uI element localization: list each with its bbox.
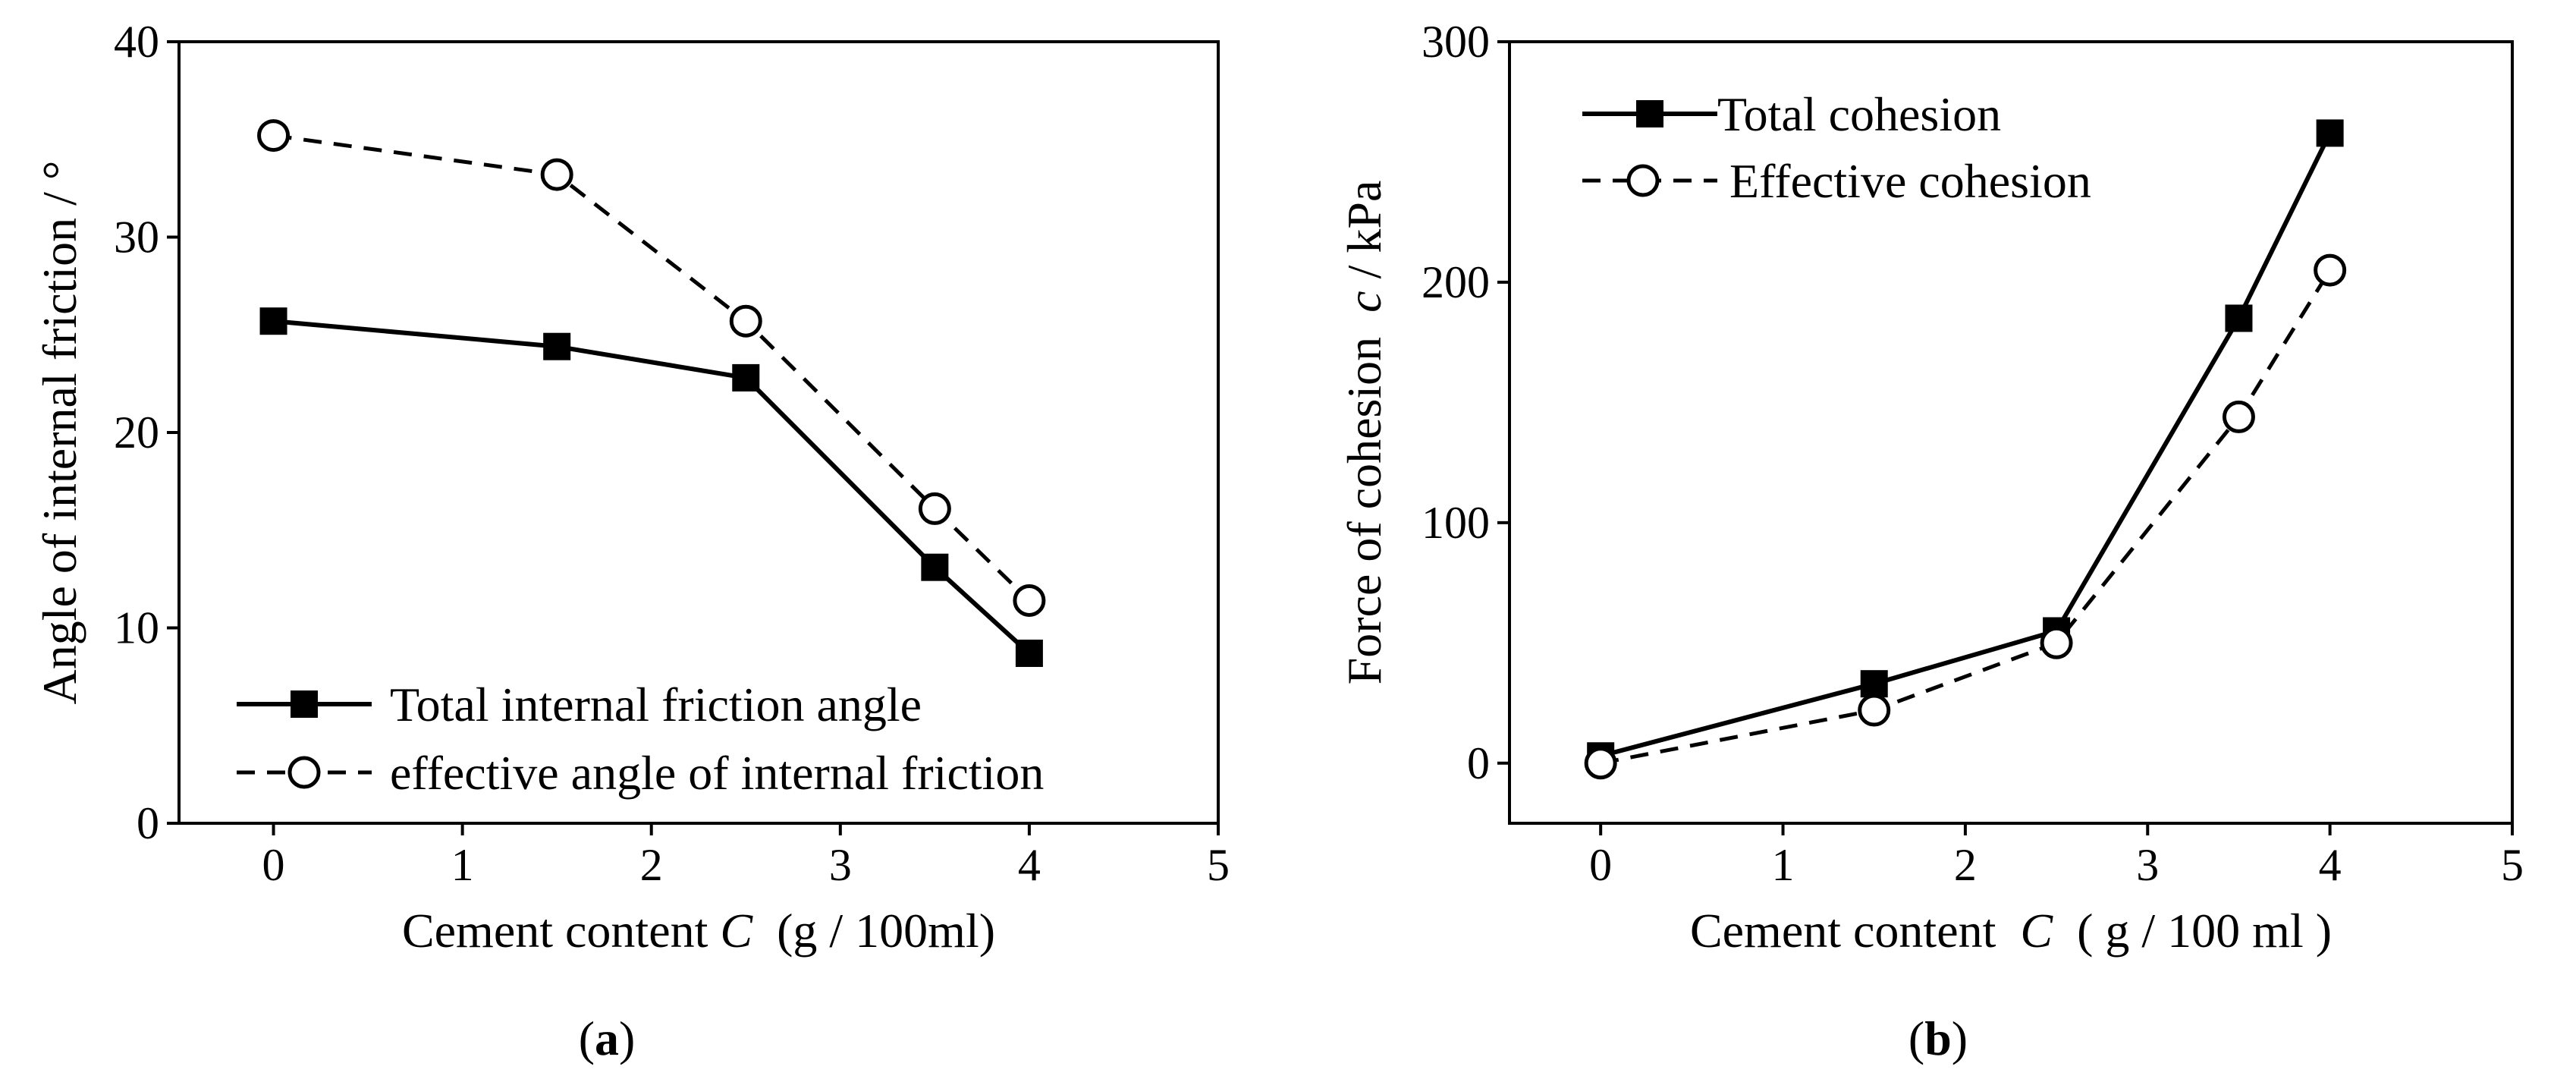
x-tick-label-b-1: 1 bbox=[1772, 840, 1795, 890]
y-tick-label-b-2: 200 bbox=[1422, 257, 1490, 307]
x-tick-label-a-0: 0 bbox=[262, 840, 285, 890]
series-layer-b bbox=[1584, 119, 2347, 780]
x-axis-label-b: Cement content C ( g / 100 ml ) bbox=[1690, 904, 2332, 958]
x-axis-label-a-suffix: (g / 100ml) bbox=[752, 904, 995, 958]
x-tick-label-a-4: 4 bbox=[1018, 840, 1041, 890]
chart-panel-a: 0 1 2 3 4 5 0 10 20 30 40 Angle of internal fricti… bbox=[33, 17, 1230, 1065]
caption-b-label: b bbox=[1924, 1011, 1952, 1065]
x-tick-label-b-3: 3 bbox=[2136, 840, 2159, 890]
y-axis-label-b-suffix: / kPa bbox=[1337, 181, 1391, 291]
x-axis-label-a-prefix: Cement content bbox=[402, 904, 720, 958]
x-tick-label-a-2: 2 bbox=[640, 840, 663, 890]
y-axis-label-b: Force of cohesion c / kPa bbox=[1337, 181, 1391, 685]
legend-a-marker-1 bbox=[287, 756, 321, 789]
caption-a-close: ) bbox=[619, 1011, 635, 1065]
x-tick-label-b-4: 4 bbox=[2319, 840, 2342, 890]
data-point-b-1-2 bbox=[2040, 626, 2073, 659]
x-tick-label-b-0: 0 bbox=[1589, 840, 1612, 890]
legend-b-marker-1 bbox=[1626, 164, 1660, 197]
series-line-a-1 bbox=[273, 134, 1031, 602]
y-axis-label-a: Angle of internal friction / ° bbox=[33, 161, 86, 705]
x-axis-label-b-var: C bbox=[2020, 904, 2053, 958]
data-point-a-1-4 bbox=[1013, 583, 1046, 617]
data-point-b-1-0 bbox=[1584, 747, 1617, 780]
data-point-a-1-2 bbox=[729, 304, 762, 338]
data-point-a-0-2 bbox=[732, 363, 760, 392]
data-point-a-0-1 bbox=[543, 332, 571, 360]
x-axis-label-b-prefix: Cement content bbox=[1690, 904, 2020, 958]
legend-b: Total cohesion Effective cohesion bbox=[1582, 87, 2091, 208]
x-tick-label-b-2: 2 bbox=[1954, 840, 1977, 890]
legend-a-marker-0 bbox=[291, 690, 318, 718]
chart-panel-b: 0 1 2 3 4 5 0 100 200 300 Force of cohesion c / k… bbox=[1337, 17, 2524, 1065]
y-tick-label-a-3: 30 bbox=[114, 212, 159, 263]
data-point-a-1-1 bbox=[540, 158, 573, 191]
y-tick-label-a-2: 20 bbox=[114, 407, 159, 458]
series-line-a-0 bbox=[273, 319, 1031, 656]
data-point-b-1-1 bbox=[1858, 694, 1891, 727]
data-point-a-0-3 bbox=[921, 553, 949, 581]
y-tick-label-a-1: 10 bbox=[114, 603, 159, 653]
legend-b-label-0: Total cohesion bbox=[1717, 87, 2001, 141]
y-axis-label-b-prefix: Force of cohesion bbox=[1337, 313, 1391, 685]
data-point-b-0-1 bbox=[1860, 670, 1888, 698]
y-tick-label-b-1: 100 bbox=[1422, 498, 1490, 548]
data-point-b-0-3 bbox=[2225, 304, 2253, 332]
legend-a: Total internal friction angle effective … bbox=[237, 678, 1044, 800]
legend-a-label-0: Total internal friction angle bbox=[390, 678, 922, 731]
x-tick-label-a-3: 3 bbox=[829, 840, 852, 890]
caption-b-close: ) bbox=[1952, 1011, 1968, 1065]
series-layer-a bbox=[257, 119, 1046, 667]
y-tick-label-a-0: 0 bbox=[137, 798, 159, 848]
series-line-b-0 bbox=[1600, 132, 2333, 759]
caption-a-label: a bbox=[595, 1011, 619, 1065]
data-point-a-0-0 bbox=[259, 307, 287, 335]
x-tick-label-b-5: 5 bbox=[2501, 840, 2524, 890]
x-axis-label-b-suffix: ( g / 100 ml ) bbox=[2053, 904, 2332, 958]
x-tick-label-a-5: 5 bbox=[1207, 840, 1230, 890]
y-tick-label-b-0: 0 bbox=[1467, 738, 1490, 788]
x-tick-label-a-1: 1 bbox=[451, 840, 474, 890]
caption-b: (b) bbox=[1908, 1011, 1968, 1065]
data-point-b-1-3 bbox=[2222, 400, 2255, 433]
x-axis-label-a-var: C bbox=[720, 904, 753, 958]
data-point-a-1-0 bbox=[257, 119, 291, 153]
legend-b-marker-0 bbox=[1636, 100, 1663, 127]
x-axis-label-a: Cement content C (g / 100ml) bbox=[402, 904, 995, 958]
series-line-b-1 bbox=[1600, 269, 2332, 766]
y-axis-label-b-var: c bbox=[1337, 291, 1391, 312]
caption-b-open: ( bbox=[1908, 1011, 1924, 1065]
data-point-b-1-4 bbox=[2314, 253, 2347, 287]
data-point-b-0-4 bbox=[2316, 119, 2344, 147]
legend-b-label-1: Effective cohesion bbox=[1729, 154, 2091, 208]
plot-frame-b bbox=[1508, 40, 2514, 825]
y-tick-label-b-3: 300 bbox=[1422, 17, 1490, 67]
y-tick-label-a-4: 40 bbox=[114, 17, 159, 67]
caption-a: (a) bbox=[579, 1011, 636, 1065]
data-point-a-0-4 bbox=[1015, 639, 1043, 667]
caption-a-open: ( bbox=[579, 1011, 595, 1065]
legend-a-label-1: effective angle of internal friction bbox=[390, 746, 1044, 800]
data-point-a-1-3 bbox=[918, 492, 951, 525]
axes-b: 0 1 2 3 4 5 0 100 200 300 bbox=[1422, 17, 2524, 890]
axes-a: 0 1 2 3 4 5 0 10 20 30 40 bbox=[114, 17, 1230, 890]
